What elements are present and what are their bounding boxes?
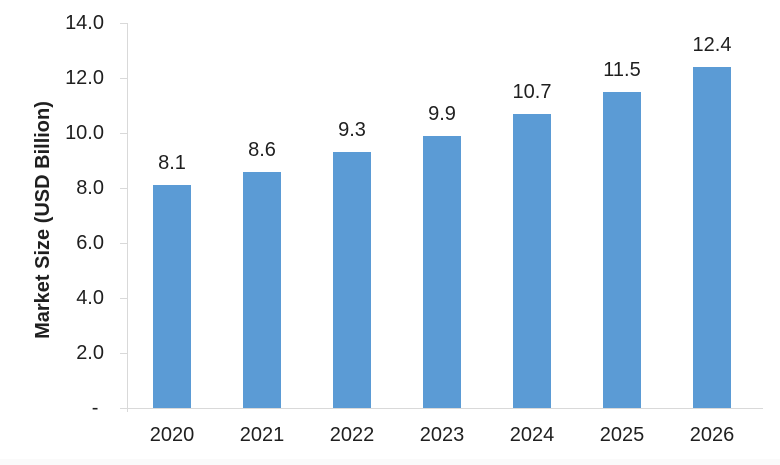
bar-value-label: 8.1 [158,152,186,175]
bar-2020 [153,185,191,408]
x-axis-line [127,408,763,409]
y-tick-label: 12.0 [65,67,104,89]
x-axis-label-2021: 2021 [239,424,285,446]
y-tick-mark [120,187,127,189]
y-tick-mark [120,407,127,409]
y-tick-mark [120,352,127,354]
y-tick-label: 4.0 [76,287,104,309]
bar-value-label: 9.3 [338,119,366,142]
x-axis-label-2026: 2026 [689,424,735,446]
x-axis-label-2025: 2025 [599,424,645,446]
x-axis-label-2020: 2020 [149,424,195,446]
y-tick-label: 2.0 [76,342,104,364]
bar-value-label: 10.7 [512,80,552,103]
bar-value-label: 11.5 [603,58,641,81]
bar-value-label: 8.6 [248,138,276,161]
y-tick-label: 14.0 [65,12,104,34]
y-tick-mark [120,242,127,244]
y-tick-label: 8.0 [76,177,104,199]
bottom-strip [0,459,780,465]
x-axis-label-2022: 2022 [329,424,375,446]
bar-2022 [333,152,371,408]
bar-value-label: 9.9 [428,102,456,125]
y-tick-label: 10.0 [65,122,104,144]
x-axis-label-2023: 2023 [419,424,465,446]
y-tick-label: - [91,397,104,419]
bar-2023 [423,135,461,408]
x-axis-label-2024: 2024 [509,424,555,446]
y-tick-mark [120,77,127,79]
y-tick-mark [120,132,127,134]
y-tick-label: 6.0 [76,232,104,254]
y-tick-mark [120,22,127,24]
y-tick-mark [120,297,127,299]
bar-value-label: 12.4 [692,34,732,56]
bar-2021 [243,171,281,408]
bar-2025 [603,91,641,408]
bar-2024 [513,113,551,408]
bar-2026 [693,67,731,408]
y-axis-line [127,23,128,412]
